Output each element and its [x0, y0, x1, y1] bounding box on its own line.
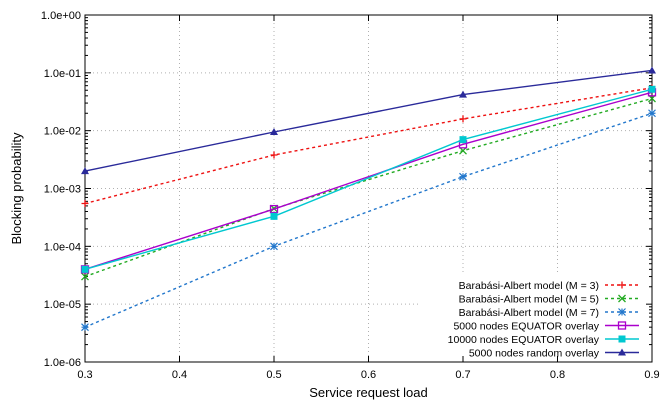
x-axis-label: Service request load [309, 385, 428, 400]
data-point [270, 242, 278, 251]
data-point [459, 172, 467, 181]
legend-item: Barabási-Albert model (M = 7) [459, 307, 639, 319]
square-marker-shape [459, 136, 467, 144]
x-tick-label: 0.6 [361, 369, 376, 381]
series-4 [80, 88, 657, 274]
x-tick-label: 0.5 [266, 369, 281, 381]
legend-label: Barabási-Albert model (M = 3) [459, 280, 599, 292]
x-tick-label: 0.9 [644, 369, 659, 381]
series-line [84, 91, 653, 270]
legend-item: 5000 nodes random overlay [469, 348, 639, 360]
axis-ticks: 1.0e-06 1.0e-05 1.0e-04 1.0e-03 1.0e-02 1.0e-… [41, 10, 660, 381]
data-point [648, 66, 656, 74]
legend: Barabási-Albert model (M = 3) Barabási-Al… [448, 280, 639, 360]
data-point [270, 127, 278, 135]
square-marker-shape [81, 265, 89, 273]
legend-label: Barabási-Albert model (M = 5) [459, 294, 599, 306]
y-tick-label: 1.0e-03 [44, 184, 81, 196]
cross-marker-shape [81, 272, 89, 281]
data-point [459, 136, 467, 144]
legend-item: Barabási-Albert model (M = 5) [459, 294, 639, 306]
triangle-marker-shape [270, 127, 278, 135]
data-point [270, 151, 278, 159]
triangle-marker-shape [459, 90, 467, 98]
triangle-marker-shape [618, 348, 626, 356]
data-point [81, 265, 89, 273]
series-3 [81, 109, 656, 332]
series-5 [81, 85, 656, 273]
y-tick-label: 1.0e+00 [41, 10, 81, 22]
data-point [648, 85, 656, 93]
star-marker-shape [81, 323, 89, 332]
legend-marker [618, 335, 626, 343]
legend-marker [618, 294, 626, 303]
square-marker-shape [617, 321, 627, 330]
y-axis-label: Blocking probability [9, 132, 24, 245]
square-marker-shape [648, 85, 656, 93]
triangle-marker-shape [81, 167, 89, 175]
star-marker-shape [270, 242, 278, 251]
y-tick-label: 1.0e-06 [44, 357, 81, 369]
series-line [84, 69, 653, 172]
square-marker-shape [618, 335, 626, 343]
square-marker-shape [269, 204, 279, 214]
legend-item: 10000 nodes EQUATOR overlay [448, 334, 639, 346]
y-tick-label: 1.0e-01 [44, 68, 81, 80]
data-point [459, 115, 467, 123]
data-point [81, 167, 89, 175]
legend-label: Barabási-Albert model (M = 7) [459, 307, 599, 319]
series-line [84, 87, 653, 205]
data-point [269, 204, 279, 214]
legend-item: Barabási-Albert model (M = 3) [459, 280, 639, 292]
series-group [80, 66, 657, 332]
x-tick-label: 0.7 [455, 369, 470, 381]
plus-marker-shape [81, 200, 89, 208]
star-marker-shape [459, 172, 467, 181]
plus-marker-shape [270, 151, 278, 159]
x-tick-label: 0.8 [550, 369, 565, 381]
y-tick-label: 1.0e-04 [44, 241, 81, 253]
series-6 [81, 66, 656, 175]
legend-marker [618, 308, 626, 316]
data-point [648, 109, 656, 118]
triangle-marker-shape [648, 66, 656, 74]
plus-marker-shape [618, 281, 626, 289]
x-tick-label: 0.3 [77, 369, 92, 381]
plus-marker-shape [459, 115, 467, 123]
legend-marker [618, 348, 626, 356]
star-marker-shape [618, 308, 626, 316]
data-point [81, 200, 89, 208]
legend-item: 5000 nodes EQUATOR overlay [453, 321, 639, 333]
y-tick-label: 1.0e-02 [44, 126, 81, 138]
data-point [81, 323, 89, 332]
legend-marker [617, 321, 627, 330]
y-tick-label: 1.0e-05 [44, 299, 81, 311]
data-point [81, 272, 89, 281]
cross-marker-shape [618, 294, 626, 303]
legend-label: 5000 nodes random overlay [469, 348, 600, 360]
series-line [84, 88, 653, 270]
x-tick-label: 0.4 [172, 369, 187, 381]
legend-label: 5000 nodes EQUATOR overlay [453, 321, 599, 333]
legend-marker [618, 281, 626, 289]
star-marker-shape [648, 109, 656, 118]
series-line [84, 112, 653, 328]
data-point [270, 212, 278, 220]
legend-label: 10000 nodes EQUATOR overlay [448, 334, 600, 346]
square-marker-shape [270, 212, 278, 220]
data-point [459, 90, 467, 98]
